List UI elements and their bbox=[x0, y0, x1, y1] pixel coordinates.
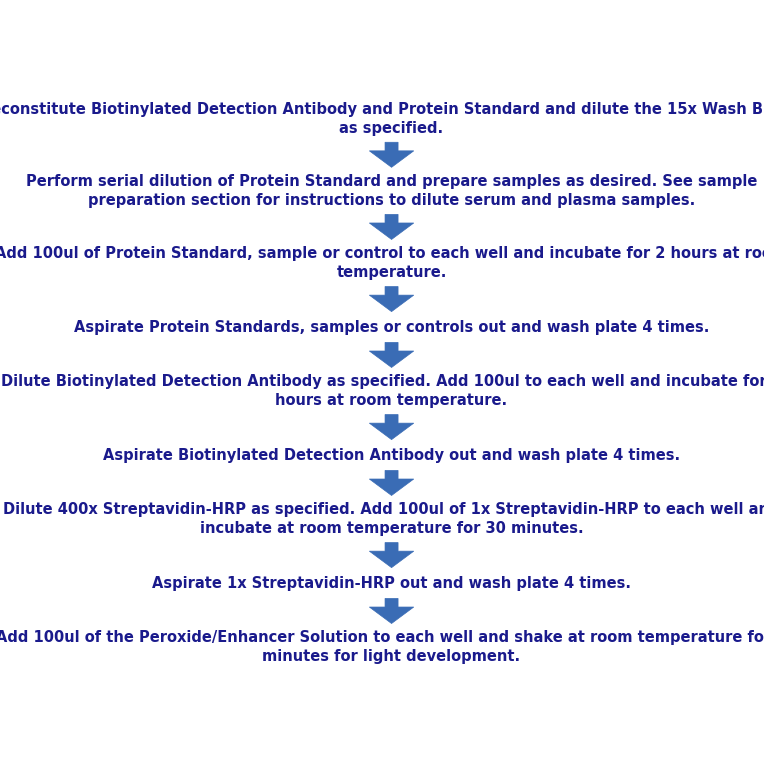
Polygon shape bbox=[369, 542, 414, 568]
Polygon shape bbox=[369, 342, 414, 367]
Text: Aspirate 1x Streptavidin-HRP out and wash plate 4 times.: Aspirate 1x Streptavidin-HRP out and was… bbox=[152, 575, 631, 591]
Text: Dilute 400x Streptavidin-HRP as specified. Add 100ul of 1x Streptavidin-HRP to e: Dilute 400x Streptavidin-HRP as specifie… bbox=[3, 502, 764, 536]
Text: Add 100ul of Protein Standard, sample or control to each well and incubate for 2: Add 100ul of Protein Standard, sample or… bbox=[0, 246, 764, 280]
Polygon shape bbox=[369, 598, 414, 623]
Text: Aspirate Biotinylated Detection Antibody out and wash plate 4 times.: Aspirate Biotinylated Detection Antibody… bbox=[103, 448, 680, 462]
Text: Dilute Biotinylated Detection Antibody as specified. Add 100ul to each well and : Dilute Biotinylated Detection Antibody a… bbox=[1, 374, 764, 408]
Text: Aspirate Protein Standards, samples or controls out and wash plate 4 times.: Aspirate Protein Standards, samples or c… bbox=[74, 319, 709, 335]
Text: Perform serial dilution of Protein Standard and prepare samples as desired. See : Perform serial dilution of Protein Stand… bbox=[26, 173, 757, 208]
Polygon shape bbox=[369, 286, 414, 312]
Polygon shape bbox=[369, 142, 414, 167]
Polygon shape bbox=[369, 415, 414, 439]
Text: Add 100ul of the Peroxide/Enhancer Solution to each well and shake at room tempe: Add 100ul of the Peroxide/Enhancer Solut… bbox=[0, 630, 764, 664]
Text: Reconstitute Biotinylated Detection Antibody and Protein Standard and dilute the: Reconstitute Biotinylated Detection Anti… bbox=[0, 102, 764, 136]
Polygon shape bbox=[369, 215, 414, 239]
Polygon shape bbox=[369, 471, 414, 496]
